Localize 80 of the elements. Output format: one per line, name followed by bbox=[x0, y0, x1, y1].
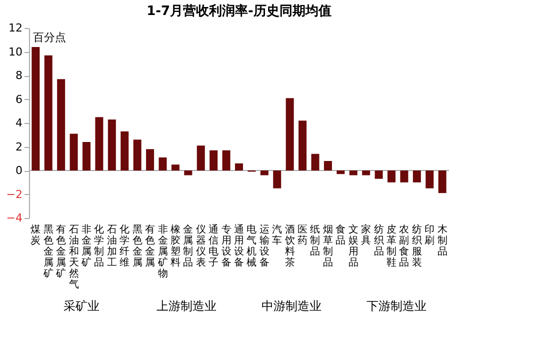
y-tick-label: 6 bbox=[16, 92, 22, 106]
y-tick-label: 10 bbox=[8, 45, 22, 58]
bar bbox=[273, 170, 282, 188]
x-tick-label: 有色金属 bbox=[145, 224, 156, 268]
bar bbox=[412, 170, 421, 182]
bar bbox=[298, 120, 307, 170]
bar bbox=[222, 150, 230, 170]
text: 中游制造业 bbox=[262, 299, 322, 313]
bar bbox=[400, 170, 408, 182]
bar bbox=[70, 134, 78, 170]
bar bbox=[44, 55, 52, 170]
bar bbox=[336, 170, 345, 174]
x-tick-label: 汽车 bbox=[272, 224, 282, 246]
x-tick-label: 纺织服装 bbox=[412, 224, 422, 268]
bar bbox=[260, 170, 268, 176]
bar bbox=[120, 131, 129, 170]
y-tick-label: 0 bbox=[16, 164, 22, 177]
bar bbox=[438, 170, 446, 194]
x-tick-label: 非金属矿 bbox=[80, 224, 92, 268]
bar bbox=[286, 98, 294, 170]
bar bbox=[349, 170, 358, 176]
x-tick-label: 木制品 bbox=[437, 224, 448, 258]
chart-title: 1-7月营收利润率-历史同期均值 bbox=[146, 3, 332, 19]
bar bbox=[108, 119, 116, 170]
x-tick-label: 通信电子 bbox=[208, 224, 219, 268]
y-axis-title: 百分点 bbox=[33, 31, 66, 44]
x-tick-label: 家具 bbox=[361, 224, 372, 246]
x-tick-label: 化学制品 bbox=[94, 224, 104, 268]
x-tick-label: 纺织品 bbox=[374, 224, 384, 258]
y-tick-label: −4 bbox=[6, 212, 22, 224]
x-tick-label: 金属制品 bbox=[183, 224, 194, 268]
x-tick-label: 农副食品 bbox=[399, 224, 410, 268]
x-tick-label: 纸制品 bbox=[310, 224, 320, 258]
bar bbox=[158, 157, 167, 170]
bar bbox=[210, 150, 218, 170]
x-tick-label: 化学纤维 bbox=[120, 224, 130, 268]
x-tick-label: 煤炭 bbox=[30, 224, 41, 246]
x-tick-label: 烟草制品 bbox=[322, 224, 333, 268]
x-tick-label: 石油和天然气 bbox=[68, 224, 79, 290]
text: 下游制造业 bbox=[366, 299, 426, 313]
bar bbox=[235, 163, 243, 170]
bar bbox=[311, 154, 320, 170]
x-tick-label: 电气机械 bbox=[246, 224, 257, 268]
y-tick-label: −2 bbox=[6, 188, 22, 201]
x-tick-label: 文娱用品 bbox=[348, 224, 358, 268]
bar bbox=[95, 117, 104, 170]
bar bbox=[184, 170, 192, 176]
x-tick-label: 食品 bbox=[336, 224, 346, 246]
x-tick-label: 橡胶塑料 bbox=[170, 224, 180, 268]
bar bbox=[196, 146, 205, 170]
y-tick-label: 12 bbox=[8, 22, 22, 34]
bar bbox=[362, 170, 370, 176]
x-tick-label: 运输设备 bbox=[259, 224, 270, 268]
x-tick-label: 医药 bbox=[298, 224, 308, 246]
y-tick-label: 4 bbox=[16, 116, 22, 130]
x-tick-label: 仪器仪表 bbox=[196, 224, 206, 268]
bar bbox=[426, 170, 434, 188]
bar bbox=[133, 140, 142, 170]
x-tick-label: 印刷 bbox=[424, 224, 435, 246]
x-tick-label: 黑色金属 bbox=[132, 224, 142, 268]
bar bbox=[57, 79, 66, 170]
bar bbox=[32, 47, 40, 170]
x-tick-label: 酒饮料茶 bbox=[284, 224, 295, 268]
text: 采矿业 bbox=[64, 299, 100, 313]
bar bbox=[374, 170, 383, 179]
x-tick-label: 非金属矿物 bbox=[156, 224, 168, 280]
y-tick-label: 8 bbox=[16, 69, 22, 82]
bar bbox=[82, 142, 91, 170]
x-tick-label: 通用设备 bbox=[234, 224, 244, 268]
x-tick-label: 石油加工 bbox=[106, 224, 117, 268]
x-tick-label: 专用设备 bbox=[221, 224, 232, 268]
x-tick-label: 皮革制鞋 bbox=[386, 224, 396, 268]
bar bbox=[387, 170, 396, 182]
x-tick-label: 黑色金属矿 bbox=[42, 224, 54, 280]
bar bbox=[146, 149, 154, 170]
bar bbox=[171, 164, 180, 170]
y-tick-label: 2 bbox=[16, 140, 22, 154]
x-tick-label: 有色金属矿 bbox=[55, 224, 66, 280]
text: 上游制造业 bbox=[156, 299, 216, 313]
bar bbox=[324, 161, 332, 170]
